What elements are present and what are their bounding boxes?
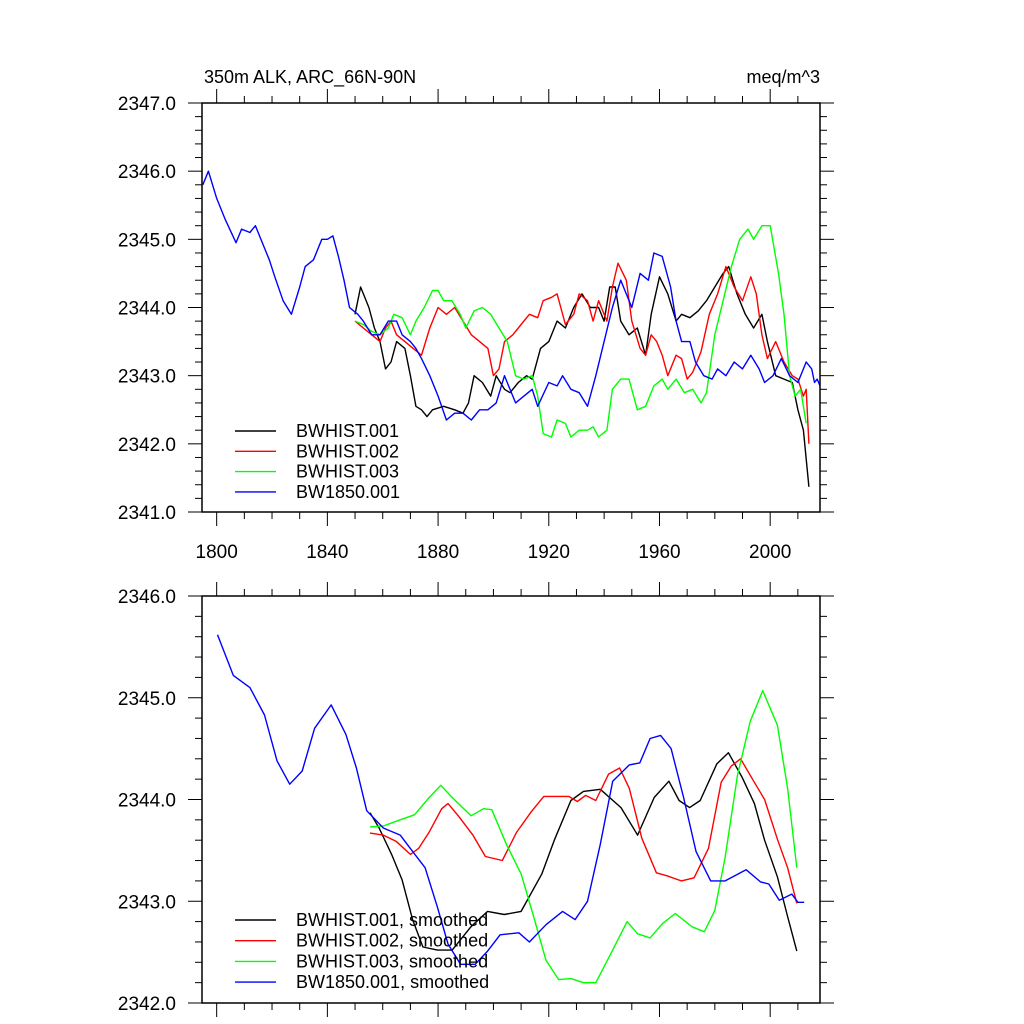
y-tick-label: 2344.0: [118, 791, 176, 812]
y-tick-label: 2342.0: [118, 994, 176, 1015]
series-line-3: [354, 225, 807, 438]
series-line-1: [354, 265, 810, 487]
y-tick-label: 2343.0: [118, 367, 176, 388]
legend-label: BWHIST.002, smoothed: [296, 931, 488, 951]
chart-title: 350m ALK, ARC_66N-90N: [204, 67, 416, 88]
legend-label: BW1850.001: [296, 482, 400, 502]
legend-label: BWHIST.002: [296, 441, 399, 461]
x-tick-label: 1800: [196, 542, 238, 563]
legend-label: BWHIST.001, smoothed: [296, 910, 488, 930]
legend-label: BWHIST.003, smoothed: [296, 951, 488, 971]
series-line-4: [216, 634, 805, 965]
series-line-4: [202, 170, 821, 421]
x-tick-label: 1920: [528, 542, 570, 563]
y-tick-label: 2347.0: [118, 94, 176, 115]
units-label: meq/m^3: [747, 67, 820, 87]
y-tick-label: 2346.0: [118, 587, 176, 608]
series-line-2: [354, 262, 810, 444]
y-tick-label: 2341.0: [118, 503, 176, 524]
plot-frame: [201, 595, 821, 1004]
plot-panel-2: 2342.0 2343.0 2344.0 2345.0 2346.0 BWHIST.001…: [118, 582, 834, 1017]
y-tick-label: 2342.0: [118, 435, 176, 456]
plot-frame: [201, 102, 821, 513]
y-tick-label: 2345.0: [118, 230, 176, 251]
y-tick-label: 2344.0: [118, 299, 176, 320]
legend-label: BWHIST.003: [296, 462, 399, 482]
legend-label: BW1850.001, smoothed: [296, 972, 489, 992]
series-line-3: [369, 689, 798, 984]
x-tick-label: 1880: [417, 542, 459, 563]
plot-panel-1: 350m ALK, ARC_66N-90N meq/m^3 1800 1840 1880…: [118, 67, 834, 563]
y-tick-label: 2345.0: [118, 689, 176, 710]
x-tick-label: 2000: [749, 542, 791, 563]
series-line-1: [369, 752, 798, 952]
y-tick-label: 2343.0: [118, 892, 176, 913]
x-tick-label: 1840: [306, 542, 348, 563]
series-line-2: [369, 758, 798, 904]
legend-label: BWHIST.001: [296, 421, 399, 441]
y-tick-label: 2346.0: [118, 162, 176, 183]
x-tick-label: 1960: [638, 542, 680, 563]
